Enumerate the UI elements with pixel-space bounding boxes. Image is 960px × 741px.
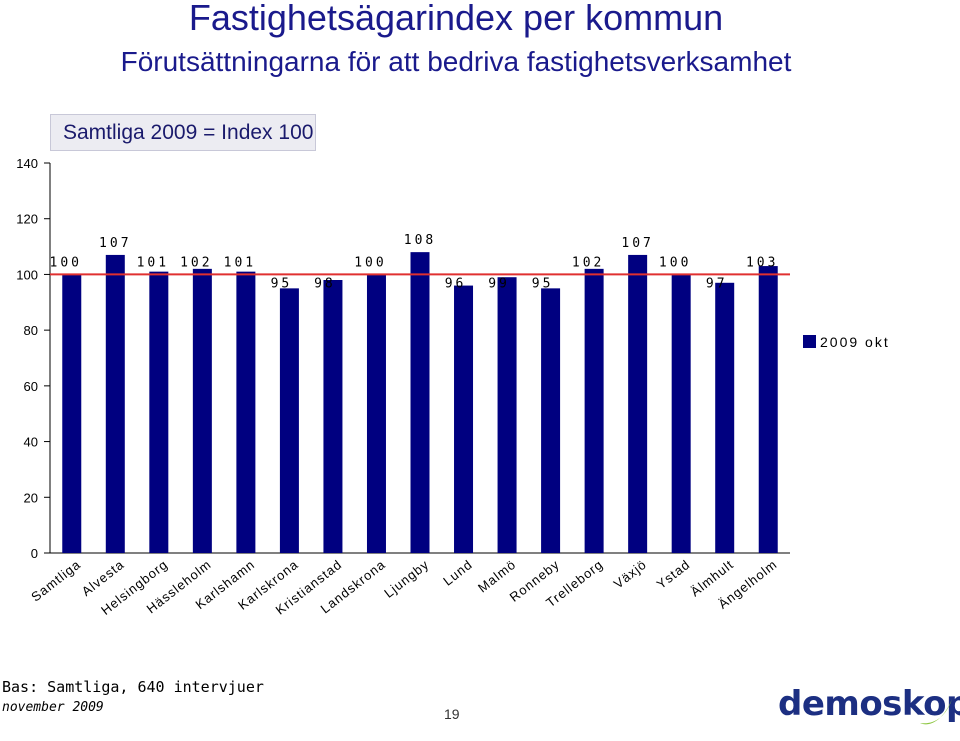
- demoskop-logo: demoskop: [778, 684, 960, 724]
- bar: [758, 266, 778, 553]
- y-tick-label: 0: [31, 546, 38, 561]
- data-label: 102: [572, 255, 604, 270]
- bar: [149, 271, 169, 553]
- bar: [366, 274, 386, 553]
- data-label: 103: [746, 255, 778, 270]
- data-label: 100: [659, 255, 691, 270]
- index-note-box: Samtliga 2009 = Index 100: [50, 114, 316, 151]
- x-tick-label: Växjö: [611, 557, 650, 592]
- data-label: 98: [314, 276, 336, 291]
- data-label: 100: [50, 255, 82, 270]
- y-tick-label: 40: [24, 435, 38, 450]
- logo-swoosh-icon: [920, 699, 952, 725]
- data-label: 107: [99, 236, 131, 251]
- bar: [192, 268, 212, 553]
- y-tick-label: 120: [16, 212, 38, 227]
- legend-swatch: [803, 335, 816, 348]
- data-label: 101: [137, 255, 169, 270]
- bar: [105, 254, 125, 553]
- data-label: 100: [354, 255, 386, 270]
- footer-date: november 2009: [2, 700, 104, 715]
- page-title: Fastighetsägarindex per kommun: [188, 0, 724, 38]
- page-subtitle: Förutsättningarna för att bedriva fastig…: [120, 46, 792, 77]
- y-tick-label: 60: [24, 379, 38, 394]
- data-label: 102: [180, 255, 212, 270]
- bar: [410, 252, 430, 553]
- x-tick-label: Lund: [440, 557, 475, 589]
- bar: [236, 271, 256, 553]
- bar: [279, 288, 299, 553]
- x-tick-label: Samtliga: [28, 557, 83, 605]
- bar: [628, 254, 648, 553]
- x-tick-label: Ljungby: [381, 557, 432, 601]
- data-label: 107: [621, 236, 653, 251]
- bar: [497, 277, 517, 553]
- data-label: 108: [404, 233, 436, 248]
- y-tick-label: 140: [16, 156, 38, 171]
- bar: [584, 268, 604, 553]
- bar: [323, 280, 343, 553]
- bar: [671, 274, 691, 553]
- data-label: 97: [706, 276, 728, 291]
- footer-base-note: Bas: Samtliga, 640 intervjuer: [2, 678, 264, 696]
- page-number: 19: [444, 706, 460, 722]
- y-tick-label: 20: [24, 490, 38, 505]
- bar-chart: 0 20 40 60 80 100 120 140 100 107 101 102 101 95 98 100…: [16, 156, 890, 618]
- data-label: 101: [224, 255, 256, 270]
- y-tick-label: 100: [16, 267, 38, 282]
- legend-label: 2009 okt: [820, 334, 890, 350]
- data-label: 99: [488, 276, 510, 291]
- bar: [715, 282, 735, 553]
- bar: [62, 274, 82, 553]
- x-tick-label: Ystad: [654, 557, 693, 592]
- data-label: 96: [445, 276, 467, 291]
- bar: [454, 285, 474, 553]
- y-tick-label: 80: [24, 323, 38, 338]
- bar: [541, 288, 561, 553]
- data-label: 95: [532, 276, 554, 291]
- data-label: 95: [271, 276, 293, 291]
